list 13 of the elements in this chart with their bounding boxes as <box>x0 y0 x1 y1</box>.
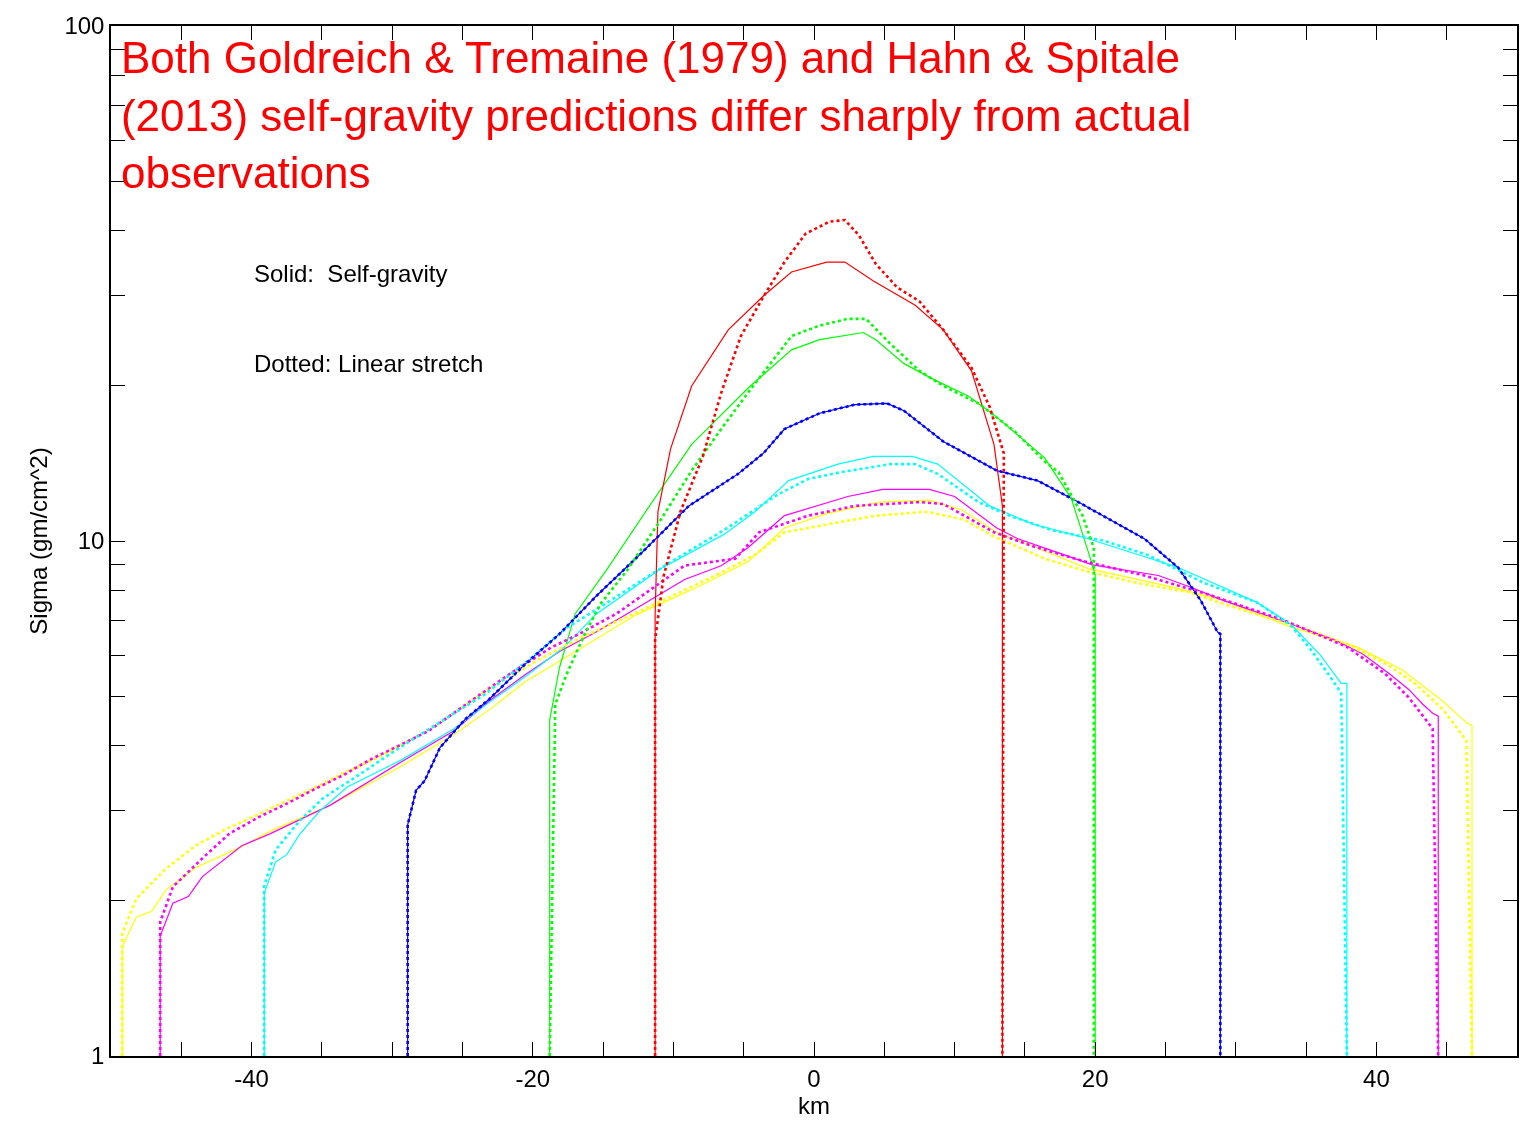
x-tick-label: -20 <box>515 1064 551 1092</box>
x-tick-label: 40 <box>1363 1064 1390 1092</box>
x-axis-title: km <box>798 1091 830 1119</box>
y-tick-label: 1 <box>91 1042 105 1070</box>
y-tick-label: 100 <box>64 12 105 40</box>
x-tick-label: -40 <box>234 1064 269 1092</box>
annotation: Dotted: Linear stretch <box>254 350 484 377</box>
y-tick-label: 10 <box>77 527 105 555</box>
y-axis-title: Sigma (gm/cm^2) <box>25 447 52 635</box>
x-tick-label: 20 <box>1081 1064 1109 1092</box>
text: Both Goldreich & Tremaine (1979) and Hahn & Spitale (2013) self-gravity predictions differ sharply from actual observations <box>120 33 1192 197</box>
annotation: Solid: Self-gravity <box>254 260 448 287</box>
x-tick-label: 0 <box>807 1064 821 1092</box>
